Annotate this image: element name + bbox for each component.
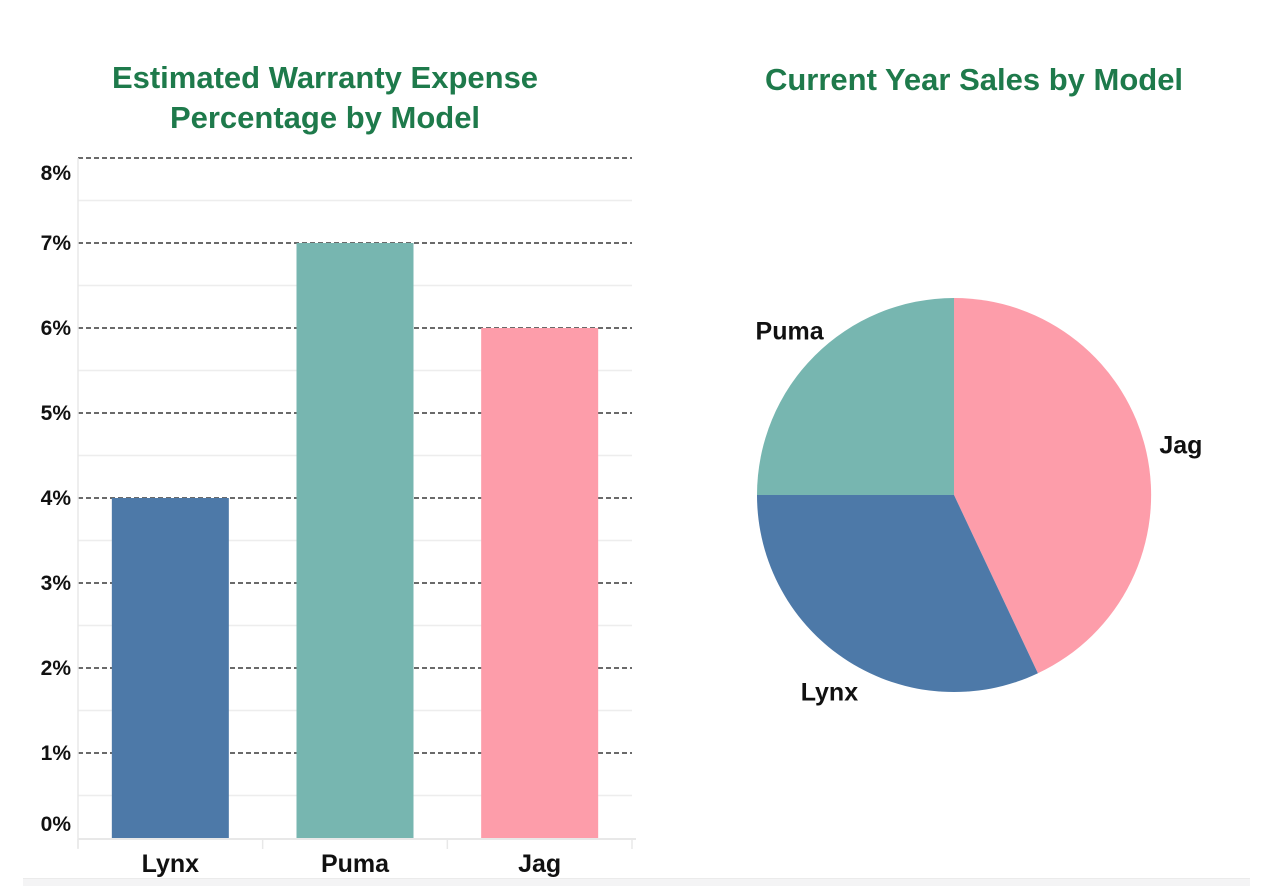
ytick-label-1pct: 1% [41, 742, 72, 765]
pie-slice-puma [757, 298, 954, 495]
ytick-label-4pct: 4% [41, 487, 72, 510]
pie-slice-jag [954, 297, 1152, 674]
bar-lynx [111, 498, 229, 838]
pie-label-lynx: Lynx [801, 678, 859, 706]
xtick-label-lynx: Lynx [142, 850, 200, 878]
bar-puma [296, 243, 414, 838]
ytick-label-7pct: 7% [41, 232, 72, 255]
bar-jag [481, 328, 599, 838]
ytick-label-0pct: 0% [41, 813, 72, 836]
xtick-label-puma: Puma [321, 850, 390, 878]
ytick-label-6pct: 6% [41, 317, 72, 340]
bar-chart-title: Estimated Warranty Expense Percentage by… [111, 60, 539, 135]
xtick-label-jag: Jag [518, 850, 561, 878]
pie-slice-lynx [757, 495, 1038, 693]
pie-chart-title: Current Year Sales by Model [764, 62, 1184, 97]
ytick-label-5pct: 5% [41, 402, 72, 425]
pie-label-puma: Puma [756, 318, 825, 346]
ytick-label-8pct: 8% [41, 162, 72, 185]
ytick-label-2pct: 2% [41, 657, 72, 680]
horizontal-scrollbar-track[interactable] [23, 878, 1250, 886]
ytick-label-3pct: 3% [41, 572, 72, 595]
pie-label-jag: Jag [1159, 431, 1202, 459]
